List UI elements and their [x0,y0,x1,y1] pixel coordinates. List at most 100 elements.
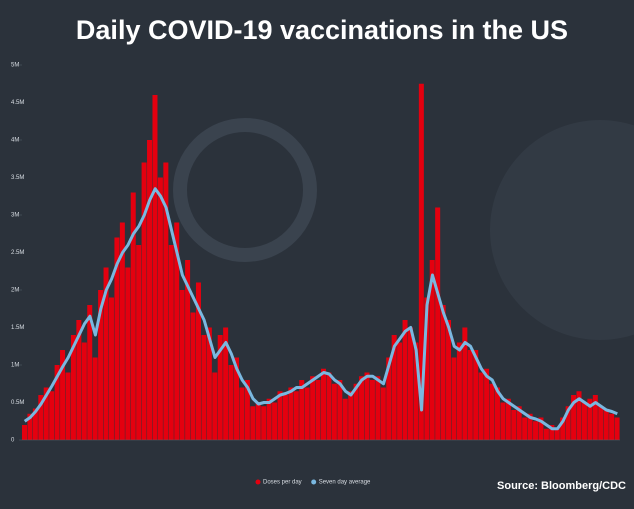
y-tick-label: 2.5M [11,250,24,256]
bar [342,398,348,440]
bar [462,327,468,440]
bar [49,391,55,440]
bar [299,380,305,440]
y-tick-label: 3M [11,213,19,219]
bar [511,410,517,440]
bar [179,290,185,440]
bar [397,342,403,440]
virus-decoration [173,118,317,262]
bar [478,372,484,440]
bar [272,402,278,440]
y-tick-label: 0.5M [11,400,24,406]
bar [125,267,131,440]
bar [375,376,381,440]
bar [250,406,256,440]
legend-label: Seven day average [319,480,371,486]
legend-label: Doses per day [263,480,302,486]
bar [418,83,424,440]
y-tick-label: 1M [11,363,19,369]
bar [277,391,283,440]
bar [147,140,153,440]
bar [223,327,229,440]
bar [206,327,212,440]
virus-decoration [490,120,634,340]
bar [163,162,169,440]
bar [201,335,207,440]
bar [337,380,343,440]
bar [407,327,413,440]
bar [598,406,604,440]
bar [60,350,66,440]
bar [359,376,365,440]
bar [533,421,539,440]
bar [424,297,430,440]
bar [32,408,38,440]
bar [554,428,560,440]
bar [516,406,522,440]
bar [217,335,223,440]
bar [282,395,288,440]
bar [467,350,473,440]
bar [114,237,120,440]
chart-title: Daily COVID-19 vaccinations in the US [76,15,568,45]
y-tick-label: 1.5M [11,325,24,331]
bar [310,376,316,440]
line [23,187,618,431]
bar [614,417,620,440]
bar [353,383,359,440]
legend-swatch [311,479,317,485]
bar [81,342,87,440]
bar [119,222,125,440]
bar [429,260,435,440]
bar [522,417,528,440]
bar [348,391,354,440]
bar [141,162,147,440]
bar [136,245,142,440]
bar [456,342,462,440]
bar [581,402,587,440]
bar [435,207,441,440]
bar [190,312,196,440]
bar [603,410,609,440]
bar [22,425,28,440]
bar [185,260,191,440]
source: Source: Bloomberg/CDC [497,480,626,492]
bar [565,406,571,440]
bar [391,335,397,440]
bar [440,305,446,440]
bar [174,222,180,440]
bar [321,368,327,440]
bar [527,413,533,440]
bar [500,402,506,440]
bar [54,365,60,440]
bar [239,387,245,440]
bar [288,387,294,440]
bar [195,282,201,440]
bar [293,391,299,440]
bar [65,372,71,440]
y-tick-label: 4.5M [11,100,24,106]
bar [98,290,104,440]
bar [27,413,33,440]
bar [380,387,386,440]
bar [571,395,577,440]
bar [587,398,593,440]
bar [484,368,490,440]
plot-area: 0 0.5M 1M 1.5M 2M 2.5M 3M 3.5M 4M 4.5M 5M Doses per… [11,63,620,486]
bar [304,387,310,440]
bar [609,413,615,440]
bar [244,380,250,440]
y-tick-label: 3.5M [11,175,24,181]
bar [473,350,479,440]
bar [386,357,392,440]
bar [103,267,109,440]
bar [369,380,375,440]
bar [157,177,163,440]
bar [212,372,218,440]
bar [168,245,174,440]
bar [494,387,500,440]
bar [315,380,321,440]
bar [152,95,158,440]
bar [266,398,272,440]
